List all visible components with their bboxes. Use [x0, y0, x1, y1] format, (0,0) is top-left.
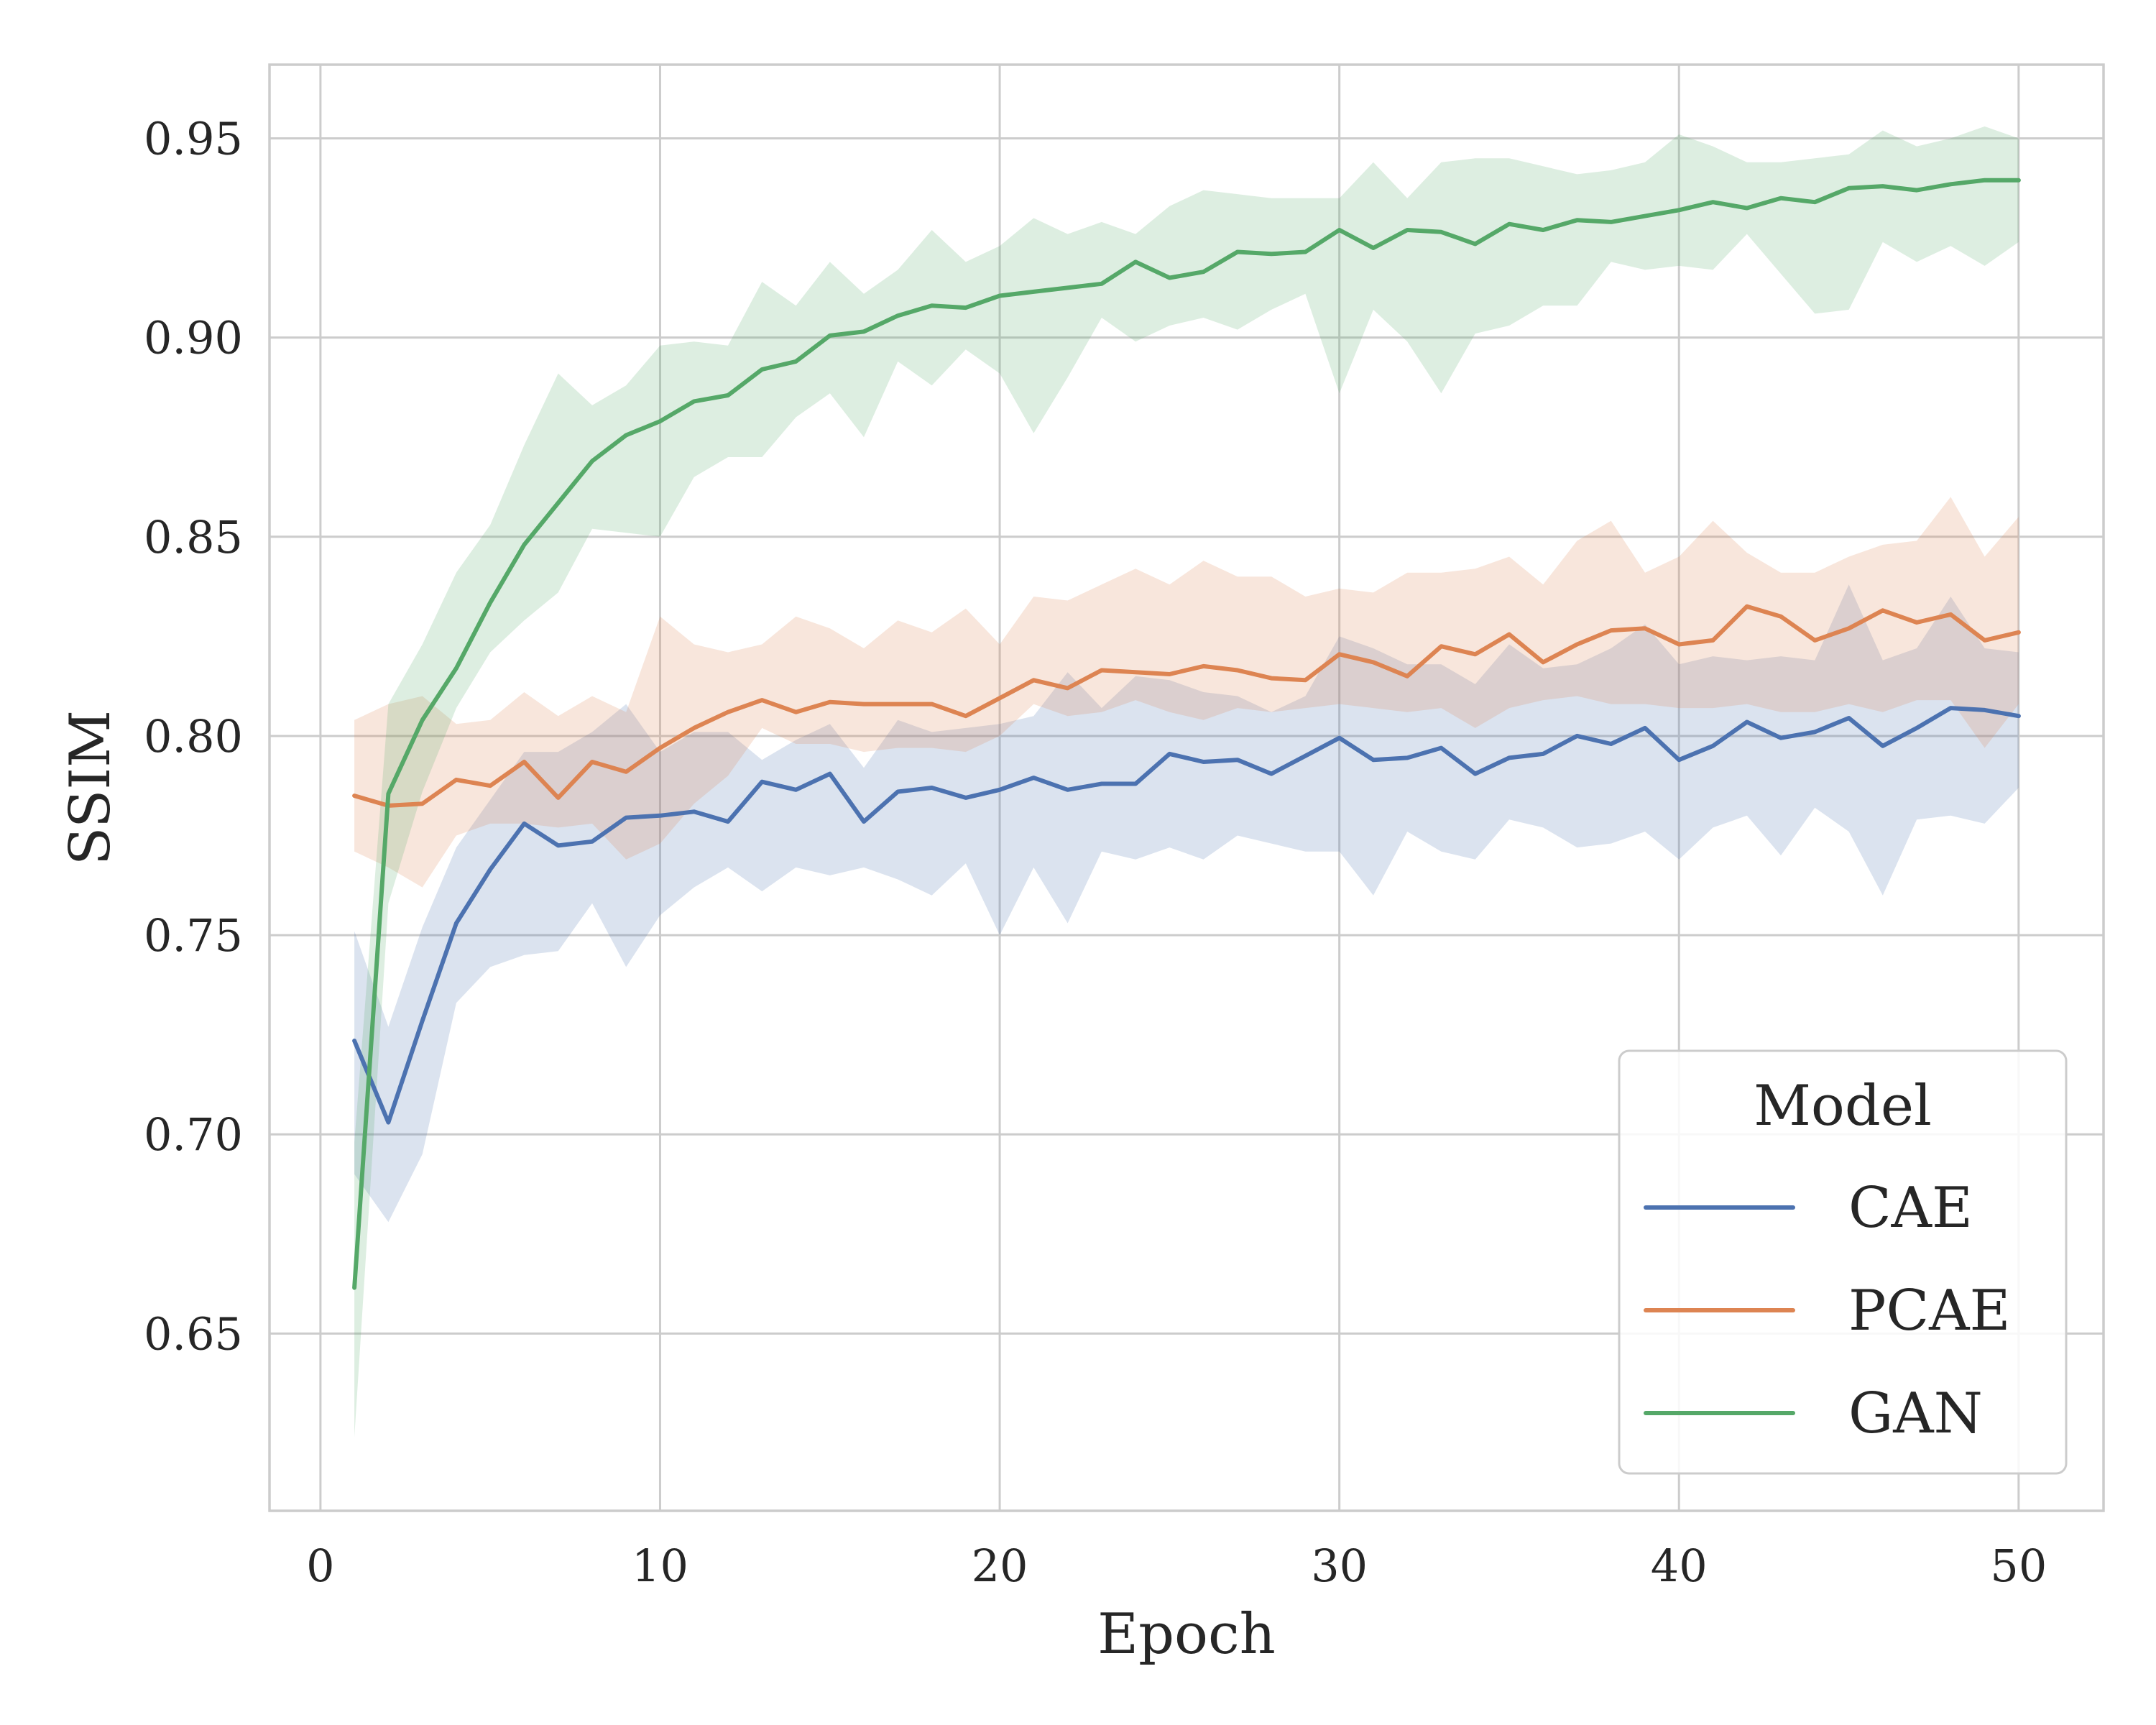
- y-tick-label: 0.90: [144, 312, 243, 364]
- y-tick-label: 0.70: [144, 1108, 243, 1161]
- cae-series-line: [352, 706, 2021, 1125]
- plot-frame: [268, 63, 2105, 1512]
- y-tick-label: 0.95: [144, 113, 243, 165]
- x-tick-label: 10: [632, 1540, 688, 1592]
- legend-label-gan: GAN: [1848, 1381, 1983, 1446]
- y-tick-label: 0.75: [144, 909, 243, 962]
- y-tick-labels: 0.65 0.70 0.75 0.80 0.85 0.90 0.95: [144, 113, 243, 1361]
- x-tick-label: 40: [1651, 1540, 1708, 1592]
- legend-box: [1618, 1049, 2068, 1475]
- legend-label-cae: CAE: [1848, 1176, 1973, 1241]
- x-tick-label: 30: [1311, 1540, 1368, 1592]
- x-tick-label: 20: [972, 1540, 1028, 1592]
- legend: Model CAE PCAE GAN: [1618, 1049, 2068, 1475]
- gan-confidence-band: [354, 126, 2019, 1438]
- legend-entries: CAE PCAE GAN: [1644, 1176, 2010, 1446]
- pcae-series-line: [352, 604, 2021, 808]
- gan-series-line: [352, 178, 2021, 1290]
- legend-title: Model: [1754, 1074, 1932, 1138]
- series-lines: [352, 178, 2021, 1290]
- x-tick-labels: 0 10 20 30 40 50: [306, 1540, 2047, 1592]
- y-tick-label: 0.65: [144, 1307, 243, 1360]
- pcae-confidence-band: [354, 497, 2019, 888]
- y-tick-label: 0.85: [144, 511, 243, 564]
- x-tick-label: 0: [306, 1540, 334, 1592]
- legend-label-pcae: PCAE: [1848, 1279, 2010, 1343]
- x-tick-label: 50: [1990, 1540, 2047, 1592]
- x-axis-label: Epoch: [1097, 1602, 1276, 1667]
- y-axis-label: SSIM: [58, 710, 123, 865]
- y-tick-label: 0.80: [144, 710, 243, 763]
